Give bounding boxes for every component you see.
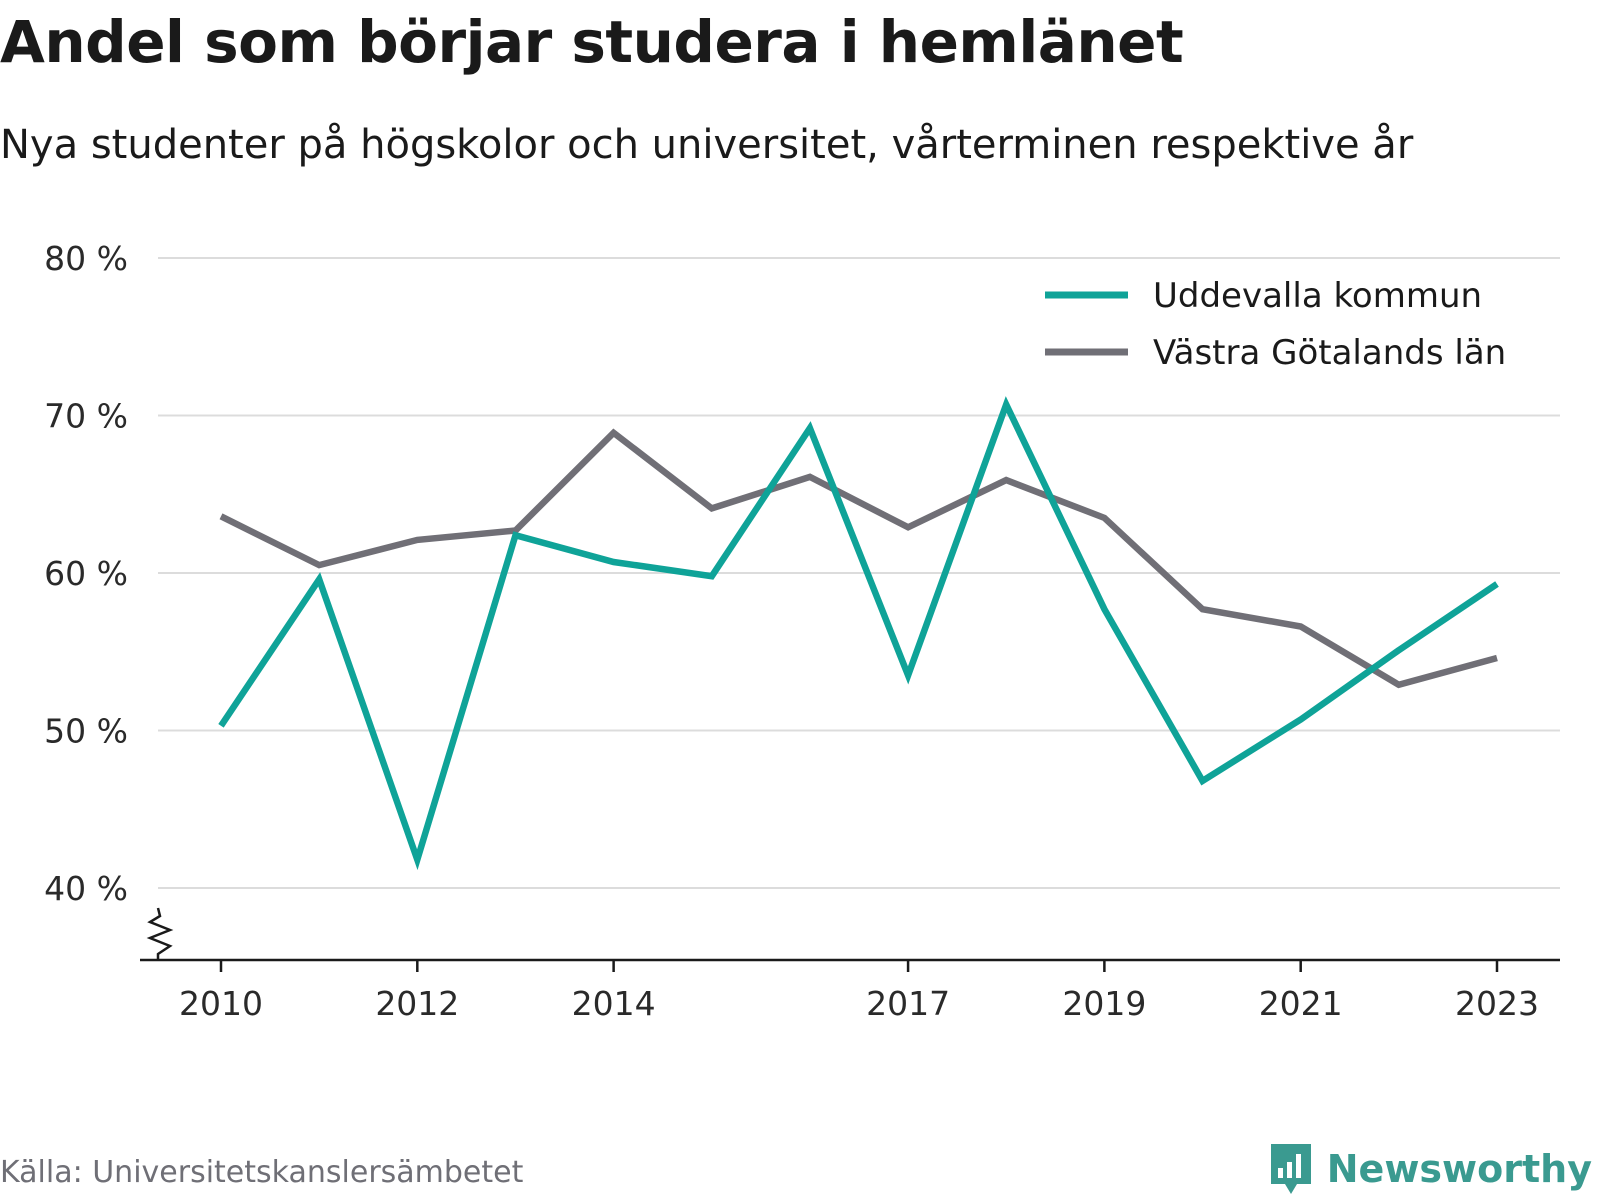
chart-subtitle: Nya studenter på högskolor och universit… bbox=[0, 122, 1414, 168]
legend: Uddevalla kommun Västra Götalands län bbox=[1045, 276, 1506, 373]
x-axis-tick-labels: 2010 2012 2014 2017 2019 2021 2023 bbox=[179, 984, 1539, 1023]
axis-break-icon bbox=[146, 907, 174, 960]
x-axis bbox=[140, 907, 1560, 972]
gridlines bbox=[158, 257, 1560, 889]
brand-logo: Newsworthy bbox=[1267, 1140, 1592, 1198]
series-lines bbox=[218, 396, 1499, 871]
brand-name: Newsworthy bbox=[1326, 1147, 1592, 1191]
legend-label: Uddevalla kommun bbox=[1153, 276, 1482, 316]
x-tick-label: 2010 bbox=[179, 984, 263, 1023]
x-tick-label: 2023 bbox=[1455, 984, 1539, 1023]
y-tick-label: 70 % bbox=[44, 397, 128, 436]
series-line-uddevalla bbox=[218, 396, 1499, 871]
chart-title: Andel som börjar studera i hemlänet bbox=[0, 8, 1184, 76]
y-tick-label: 40 % bbox=[44, 869, 128, 908]
y-tick-label: 50 % bbox=[44, 712, 128, 751]
x-tick-label: 2017 bbox=[866, 984, 950, 1023]
series-line-vastra-gotaland bbox=[219, 428, 1498, 689]
legend-label: Västra Götalands län bbox=[1153, 333, 1506, 373]
newsworthy-chart-bubble-icon bbox=[1270, 1144, 1311, 1194]
x-tick-label: 2012 bbox=[375, 984, 459, 1023]
y-tick-label: 60 % bbox=[44, 554, 128, 593]
x-tick-label: 2019 bbox=[1062, 984, 1146, 1023]
x-tick-label: 2014 bbox=[572, 984, 656, 1023]
y-tick-label: 80 % bbox=[44, 239, 128, 278]
y-axis-tick-labels: 80 % 70 % 60 % 50 % 40 % bbox=[44, 239, 128, 908]
x-tick-label: 2021 bbox=[1259, 984, 1343, 1023]
source-note: Källa: Universitetskanslersämbetet bbox=[0, 1155, 524, 1190]
line-chart: 80 %70 %60 %50 %40 % 2010 2012 2014 2017 201… bbox=[44, 239, 1560, 1023]
